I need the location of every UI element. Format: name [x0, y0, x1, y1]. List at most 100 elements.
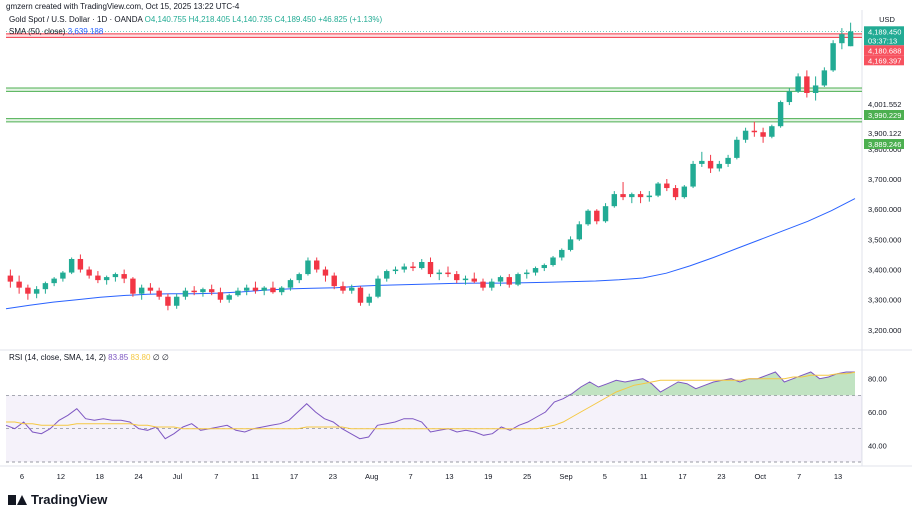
candle-body	[795, 76, 801, 92]
candle-body	[156, 290, 162, 297]
candle	[95, 271, 101, 284]
candle	[611, 191, 618, 208]
candle-body	[77, 258, 84, 270]
candle	[392, 266, 399, 275]
candle-body	[130, 278, 136, 294]
candle	[489, 278, 495, 291]
candle	[795, 73, 801, 93]
price-tag-bg	[864, 110, 904, 120]
candle	[777, 100, 784, 128]
candle	[130, 277, 136, 297]
candle-body	[217, 292, 224, 300]
candle-body	[165, 296, 171, 306]
candle-body	[751, 130, 758, 133]
price-tick-label: 3,200.000	[868, 326, 901, 335]
price-tag-label: 4,189.450	[868, 27, 901, 36]
time-tick-label: 7	[408, 472, 412, 481]
candle-body	[103, 277, 110, 281]
candle	[725, 154, 731, 167]
candle	[33, 286, 40, 299]
candle	[252, 281, 259, 294]
time-tick-label: 7	[797, 472, 801, 481]
candle	[349, 284, 355, 294]
candle-body	[261, 287, 267, 291]
time-tick-label: 24	[134, 472, 142, 481]
candle	[655, 182, 661, 198]
candle	[454, 271, 460, 284]
change-value: +46.825 (+1.13%)	[318, 15, 383, 24]
sma-label: SMA (50, close)	[9, 27, 66, 36]
rsi-label: RSI (14, close, SMA, 14, 2)	[9, 353, 106, 362]
candle	[541, 263, 547, 272]
candle	[235, 287, 241, 297]
price-tick-label: 3,600.000	[868, 205, 901, 214]
candle	[156, 287, 162, 300]
candle	[314, 257, 320, 273]
candle-body	[401, 266, 407, 270]
candle	[138, 284, 145, 300]
price-tag-label: 4,169.397	[868, 56, 901, 65]
candle	[847, 22, 854, 47]
price-tick-label: 3,300.000	[868, 296, 901, 305]
candle-body	[734, 139, 740, 158]
candle	[16, 275, 22, 294]
candle-body	[629, 194, 635, 198]
candle-body	[777, 102, 784, 127]
candle-body	[95, 275, 101, 281]
time-tick-label: 17	[678, 472, 686, 481]
rsi-sma-value: 83.80	[130, 353, 151, 362]
candle-body	[235, 290, 241, 296]
candle	[672, 185, 679, 201]
brand-name: TradingView	[31, 492, 108, 507]
candle-body	[287, 280, 294, 288]
candle-body	[839, 34, 845, 44]
candle-body	[375, 278, 381, 297]
sma-line	[5, 198, 856, 310]
price-tick-label: 3,700.000	[868, 175, 901, 184]
candle-body	[278, 287, 285, 293]
price-tick-label: 3,400.000	[868, 266, 901, 275]
candle-body	[760, 132, 766, 137]
candle	[821, 67, 828, 87]
candle	[524, 269, 530, 279]
candle-body	[681, 186, 688, 198]
price-tag-bg	[864, 35, 904, 46]
candle	[602, 203, 609, 223]
candle	[716, 160, 723, 172]
candle-body	[786, 91, 793, 103]
time-tick-label: 19	[484, 472, 492, 481]
candle-body	[541, 265, 547, 269]
close-value: C4,189.450	[274, 15, 316, 24]
candle-body	[392, 269, 399, 272]
time-tick-label: 11	[640, 472, 648, 481]
candle	[208, 284, 215, 296]
zone-band	[6, 88, 862, 92]
candle-body	[138, 287, 145, 294]
candle	[200, 287, 206, 297]
time-tick-label: 7	[214, 472, 218, 481]
candle	[261, 286, 267, 296]
candle	[742, 127, 749, 143]
candle	[217, 287, 224, 303]
rsi-extra: ∅ ∅	[152, 353, 169, 362]
candle-body	[716, 163, 723, 169]
rsi-value: 83.85	[108, 353, 129, 362]
candle	[567, 236, 574, 252]
price-tag-label: 4,001.552	[868, 100, 901, 109]
candle-body	[576, 224, 583, 240]
price-tag-label: 3,889.246	[868, 140, 901, 149]
tradingview-logo-icon	[8, 494, 27, 505]
time-tick-label: 11	[251, 472, 259, 481]
candle-body	[812, 85, 819, 93]
time-tick-label: 5	[603, 472, 607, 481]
open-value: O4,140.755	[144, 15, 187, 24]
candle	[681, 185, 688, 199]
time-tick-label: Jul	[173, 472, 183, 481]
candle-body	[182, 290, 189, 297]
time-tick-label: 13	[445, 472, 453, 481]
candle	[620, 182, 626, 201]
time-tick-label: 18	[96, 472, 104, 481]
price-tag-bg	[864, 55, 904, 66]
candle-body	[480, 281, 486, 288]
